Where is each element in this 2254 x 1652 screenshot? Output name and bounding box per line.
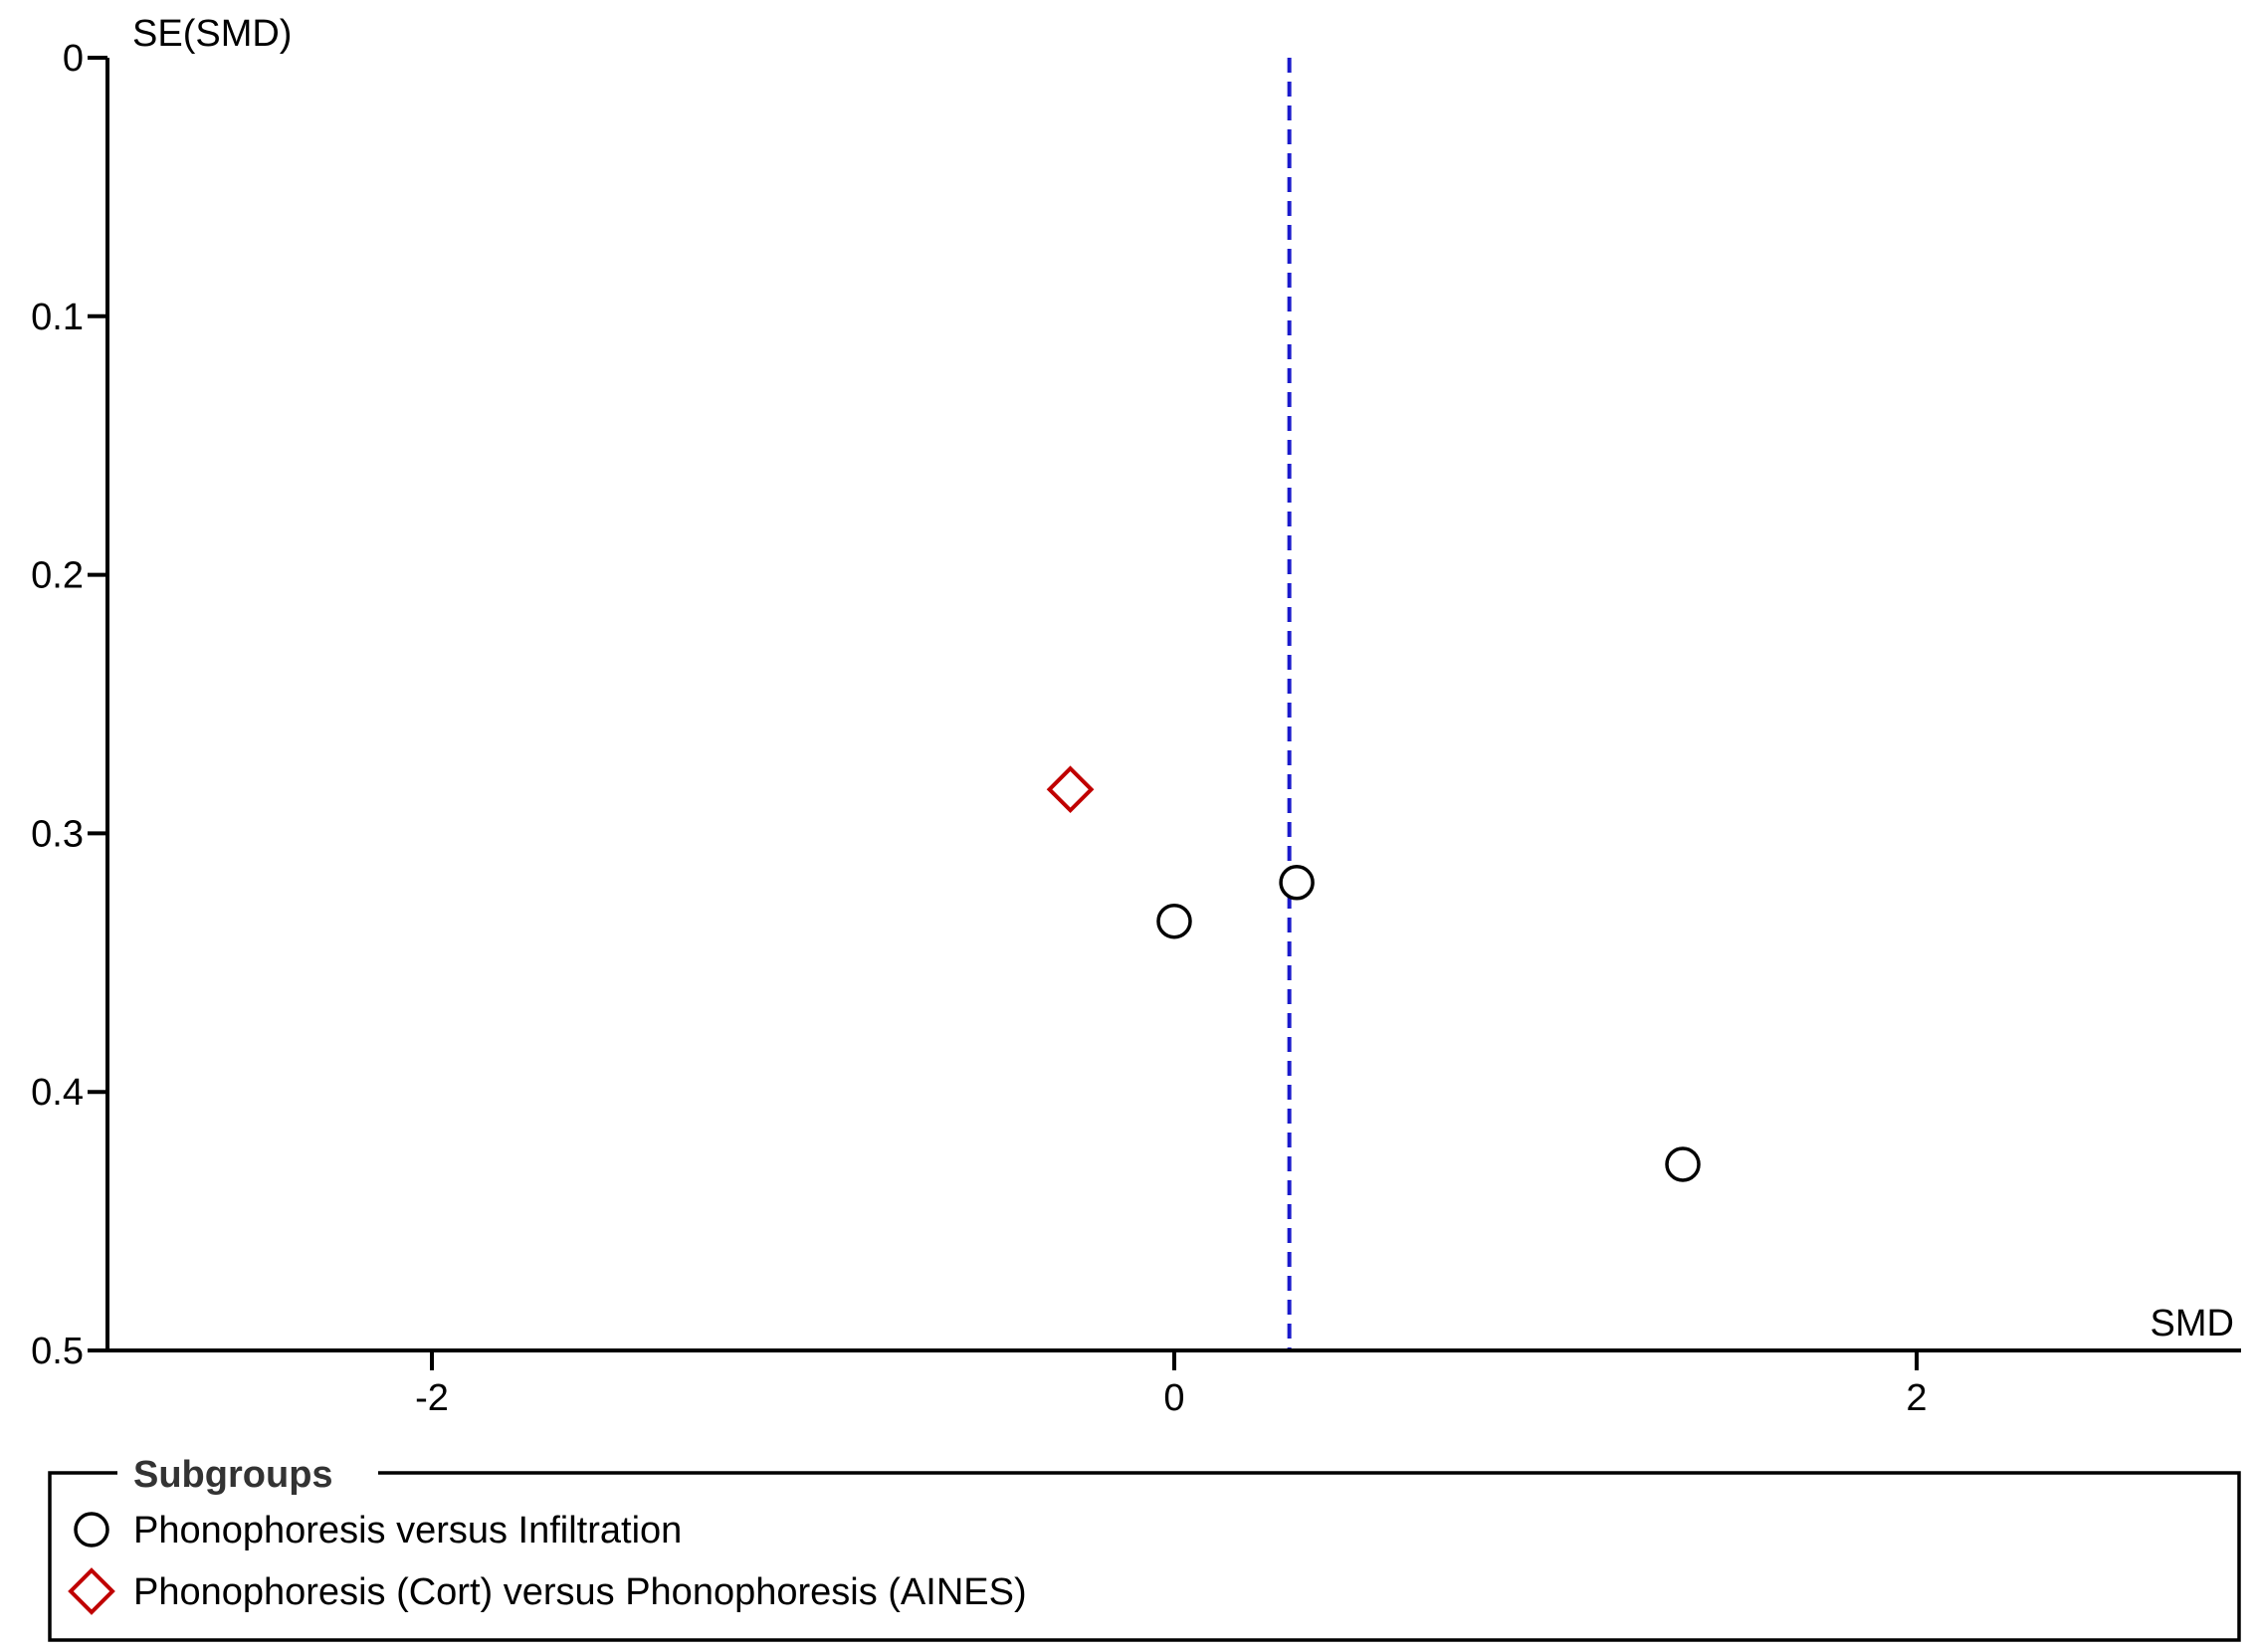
x-axis-title: SMD (2151, 1303, 2234, 1344)
y-tick-label: 0 (63, 38, 84, 80)
x-tick-label: 2 (1906, 1377, 1927, 1419)
x-tick-label: 0 (1163, 1377, 1184, 1419)
y-tick-label: 0.3 (31, 813, 84, 855)
legend-title: Subgroups (133, 1454, 333, 1496)
y-tick-label: 0.1 (31, 297, 84, 338)
y-tick-label: 0.2 (31, 555, 84, 597)
legend-box (48, 1471, 2241, 1642)
study-point-diamond (1046, 765, 1095, 814)
legend-entry-label: Phonophoresis (Cort) versus Phonophoresi… (133, 1571, 1027, 1613)
legend-marker-circle (74, 1512, 109, 1548)
y-tick-label: 0.4 (31, 1072, 84, 1114)
y-tick-label: 0.5 (31, 1331, 84, 1372)
legend-marker-diamond (68, 1567, 115, 1615)
legend-entry-label: Phonophoresis versus Infiltration (133, 1510, 682, 1551)
study-point-circle (1279, 865, 1315, 901)
legend-title-gap (117, 1467, 378, 1479)
y-axis-title: SE(SMD) (132, 13, 292, 55)
x-tick-label: -2 (415, 1377, 449, 1419)
study-point-circle (1665, 1146, 1701, 1182)
study-point-circle (1156, 903, 1192, 939)
